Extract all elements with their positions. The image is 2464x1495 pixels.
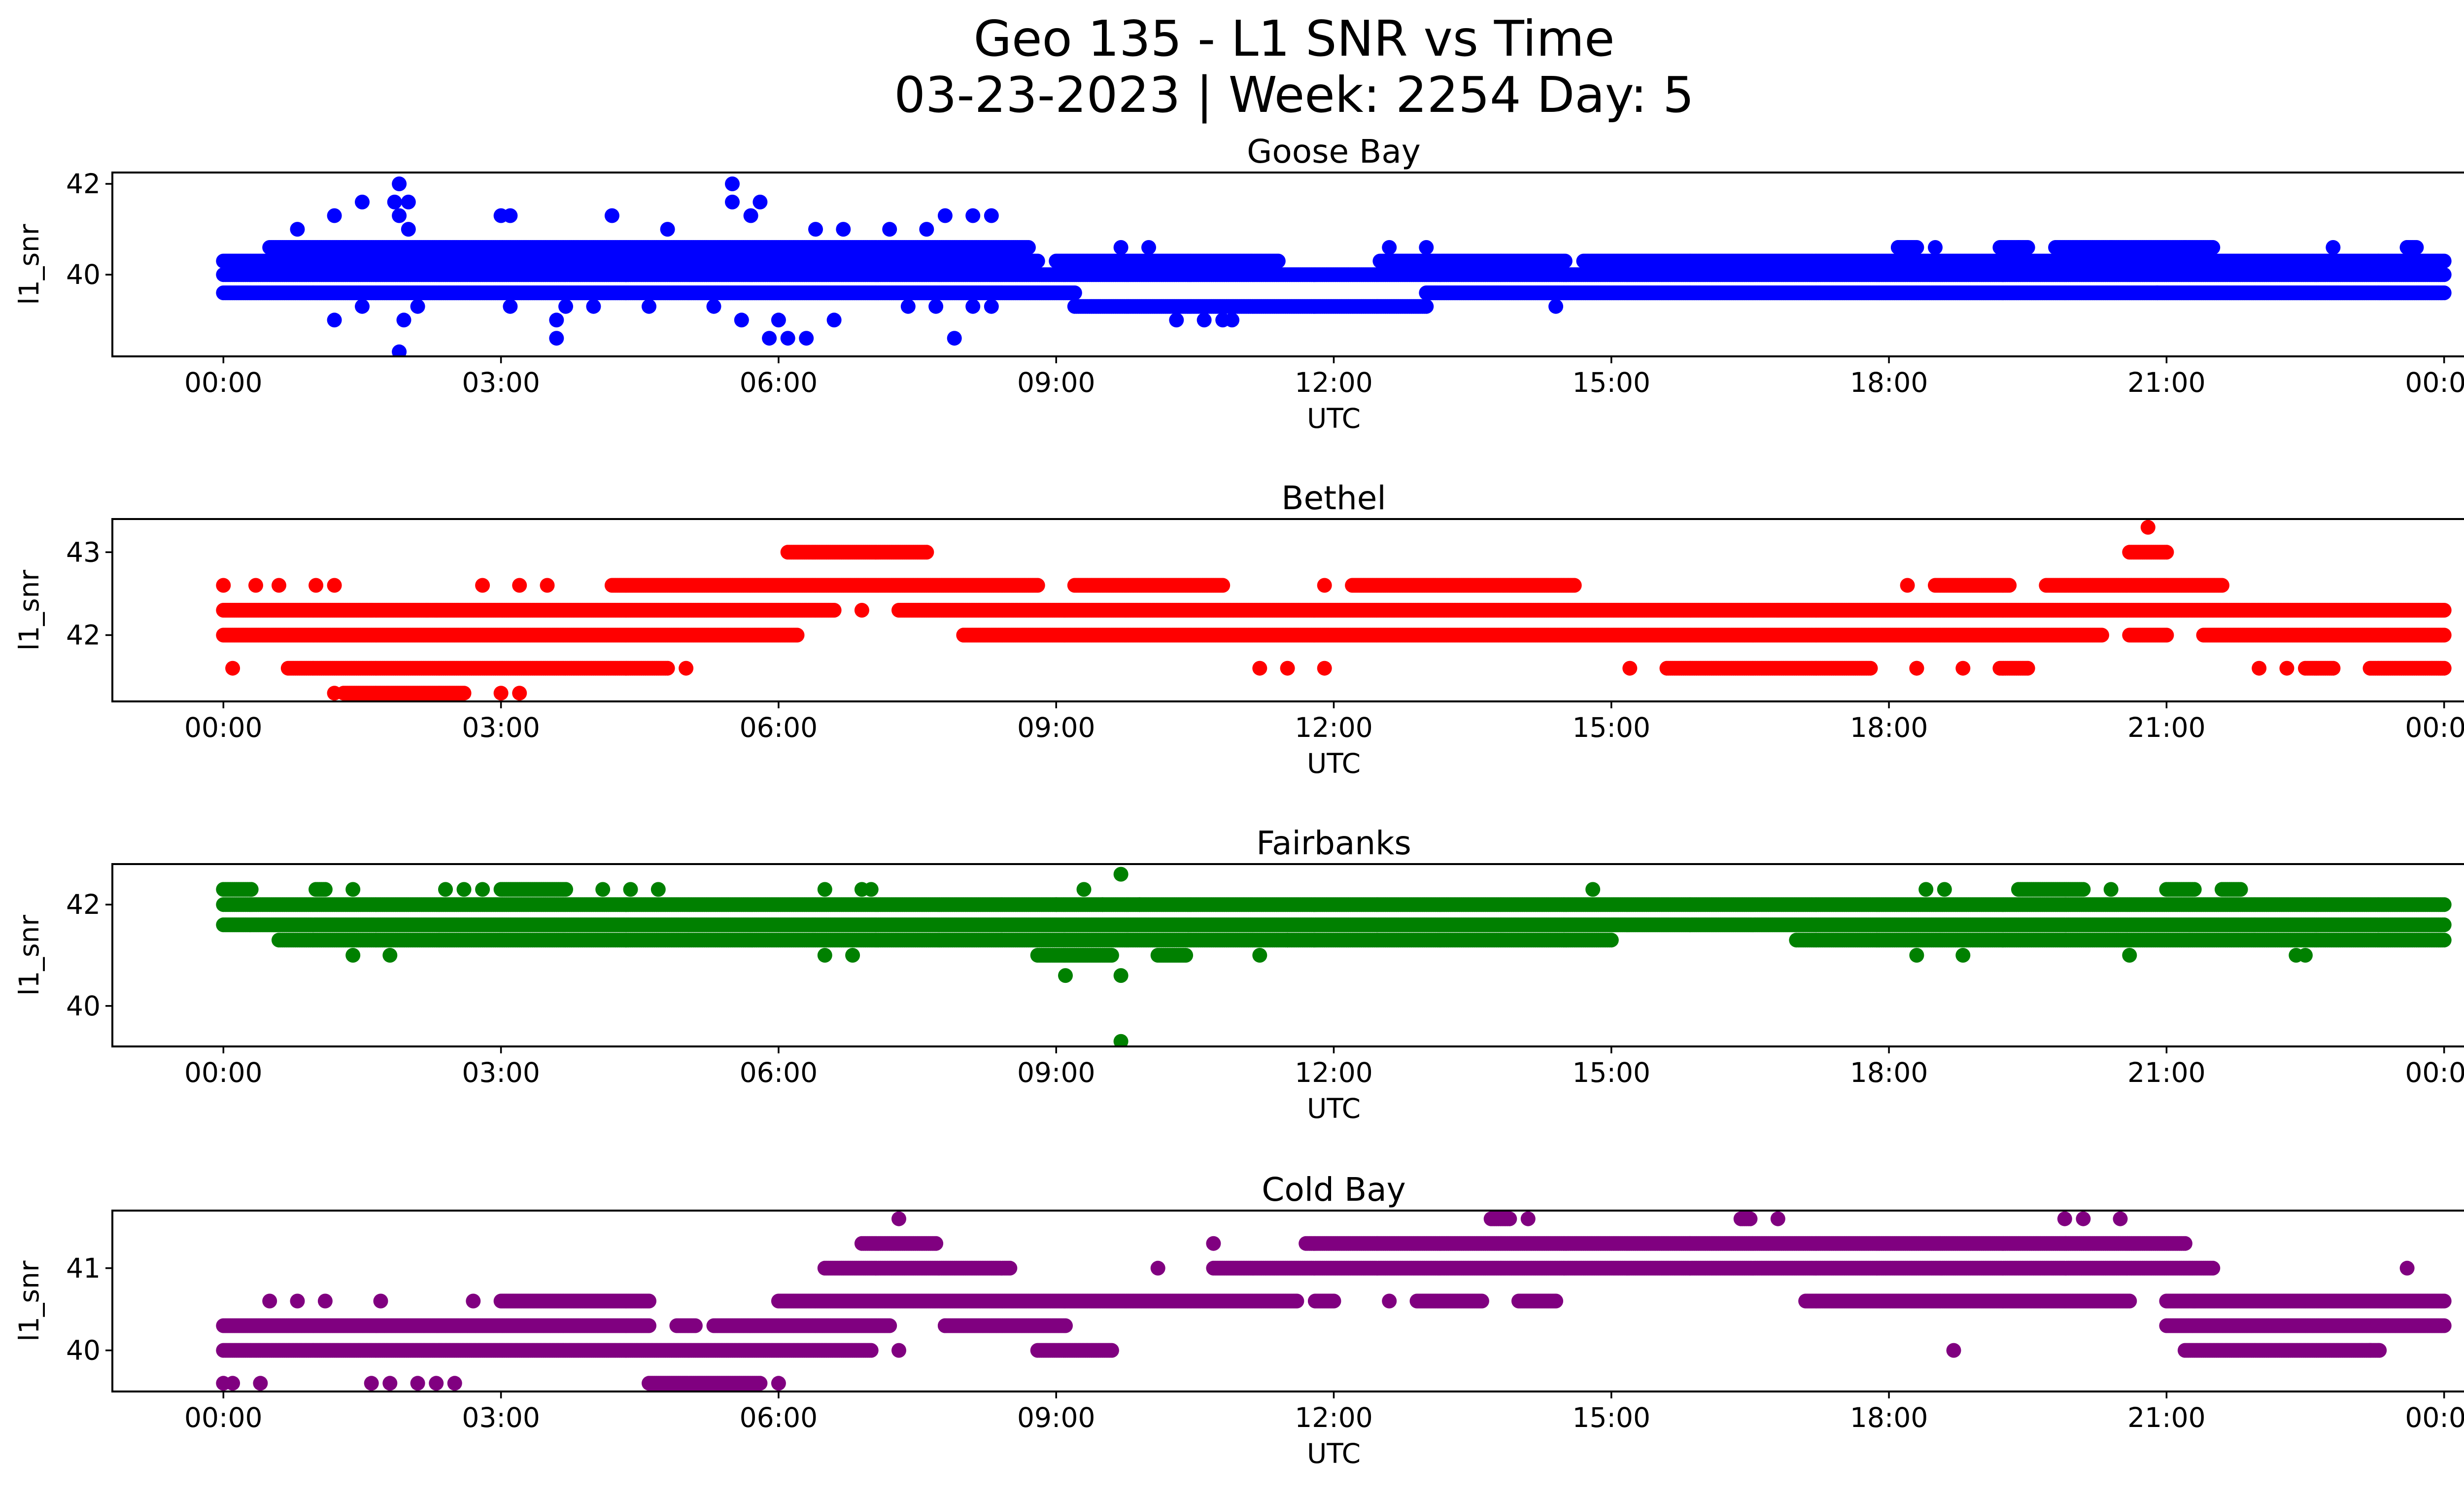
data-point (642, 299, 656, 314)
data-point (355, 299, 370, 314)
data-point (706, 299, 721, 314)
x-tick-label: 18:00 (1850, 367, 1928, 398)
scatter-series (216, 176, 2452, 356)
data-point (2205, 240, 2221, 255)
data-point (604, 208, 619, 223)
x-tick-label: 12:00 (1295, 367, 1373, 398)
data-point (919, 222, 934, 237)
data-point (1928, 240, 1943, 255)
panel-title: Bethel (1281, 479, 1386, 517)
data-point (2103, 240, 2119, 255)
data-point (558, 299, 573, 314)
data-point (965, 208, 981, 223)
data-point (725, 176, 740, 191)
data-point (1169, 313, 1184, 328)
data-point (2326, 240, 2341, 255)
data-point (392, 176, 407, 191)
data-point (984, 299, 999, 314)
data-point (725, 194, 740, 209)
data-point (965, 299, 981, 314)
data-point (984, 208, 999, 223)
data-point (1113, 240, 1129, 255)
data-point (928, 299, 944, 314)
data-point (762, 331, 777, 346)
data-point (1382, 240, 1397, 255)
data-point (1557, 253, 1573, 269)
data-point (734, 313, 749, 328)
data-point (355, 194, 370, 209)
data-point (937, 208, 953, 223)
data-point (771, 313, 786, 328)
data-point (2399, 240, 2415, 255)
data-point (1067, 285, 1082, 301)
y-tick-label: 40 (66, 259, 101, 290)
chart-title-line2: 03-23-2023 | Week: 2254 Day: 5 (894, 66, 1694, 124)
data-point (743, 208, 758, 223)
panel-goose-bay: Goose Bay 00:00 03:00 06:00 09:00 12:00 15:00 1… (13, 133, 2464, 434)
data-point (947, 331, 962, 346)
data-point (1197, 313, 1212, 328)
data-point (826, 313, 842, 328)
data-point (549, 313, 564, 328)
data-point (1548, 299, 1564, 314)
data-point (392, 208, 407, 223)
data-point (401, 222, 416, 237)
data-point (2436, 267, 2452, 282)
data-point (900, 299, 916, 314)
data-point (290, 222, 305, 237)
data-point (392, 344, 407, 356)
data-point (586, 299, 601, 314)
x-tick-label: 06:00 (740, 367, 818, 398)
data-point (410, 299, 425, 314)
data-point (503, 208, 518, 223)
x-tick-label: 00:00 (184, 367, 263, 398)
data-point (2436, 285, 2452, 301)
data-point (2150, 285, 2165, 301)
data-point (387, 194, 402, 209)
data-point (1909, 240, 1924, 255)
x-tick-label: 15:00 (1573, 367, 1651, 398)
x-tick-label: 00:00 (2405, 367, 2464, 398)
data-point (780, 331, 795, 346)
data-point (1141, 240, 1156, 255)
data-point (1030, 253, 1045, 269)
data-point (882, 222, 897, 237)
data-point (1419, 299, 1434, 314)
x-tick-label: 03:00 (462, 367, 540, 398)
x-tick-label: 09:00 (1017, 367, 1095, 398)
data-point (799, 331, 814, 346)
data-point (2177, 240, 2192, 255)
panel-title: Goose Bay (1247, 133, 1421, 171)
data-point (808, 222, 823, 237)
x-tick-label: 21:00 (2127, 367, 2206, 398)
data-point (401, 194, 416, 209)
scatter-series (216, 520, 2452, 701)
data-point (836, 222, 851, 237)
x-axis-label: UTC (1307, 403, 1361, 434)
chart-title-line1: Geo 135 - L1 SNR vs Time (974, 10, 1615, 68)
data-point (327, 313, 342, 328)
data-point (1270, 253, 1286, 269)
data-point (1021, 240, 1036, 255)
y-axis-label: l1_snr (13, 224, 45, 305)
data-point (396, 313, 411, 328)
data-point (1419, 240, 1434, 255)
data-point (2011, 240, 2026, 255)
data-point (826, 603, 842, 618)
panels-container: Goose Bay 00:00 03:00 06:00 09:00 12:00 15:00 1… (13, 133, 2464, 1469)
data-point (327, 208, 342, 223)
y-tick-label: 42 (66, 168, 101, 200)
data-point (503, 299, 518, 314)
data-point (1890, 240, 1906, 255)
data-point (2436, 253, 2452, 269)
data-point (549, 331, 564, 346)
data-point (1225, 313, 1239, 328)
data-point (753, 194, 768, 209)
data-point (660, 222, 675, 237)
